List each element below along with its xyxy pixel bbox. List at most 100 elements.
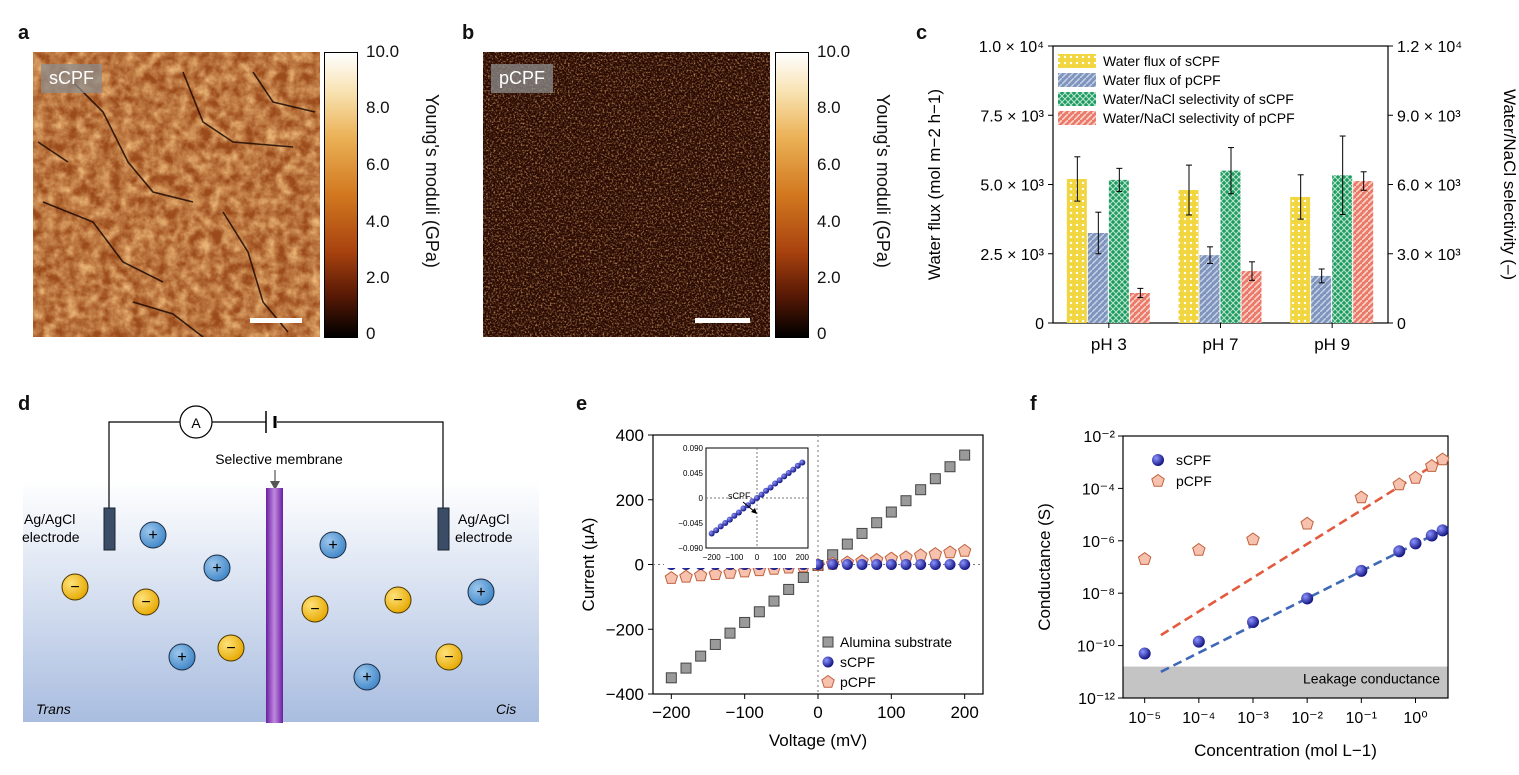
cation-sign: + bbox=[148, 527, 157, 544]
x-tick-label: 100 bbox=[877, 703, 905, 722]
x-axis-title: Voltage (mV) bbox=[769, 731, 867, 750]
afm-image-scpf: sCPF bbox=[33, 52, 320, 337]
inset-data-point bbox=[772, 480, 779, 487]
y-tick-label: 0 bbox=[635, 556, 644, 575]
ammeter-label: A bbox=[191, 415, 201, 431]
inset-data-point bbox=[717, 523, 724, 530]
inset-x-tick-label: 200 bbox=[796, 553, 810, 562]
bar bbox=[1199, 255, 1220, 323]
left-electrode-label: Ag/AgCl bbox=[24, 511, 75, 527]
data-point-scpf bbox=[1355, 564, 1368, 577]
x-tick-label: 10⁻¹ bbox=[1346, 710, 1378, 727]
diagram-d-conductance-setup: A Ag/AgCl electrode Ag/AgCl electrode Se… bbox=[22, 405, 539, 723]
panel-letter-c: c bbox=[916, 22, 928, 44]
data-point-scpf bbox=[1425, 529, 1438, 542]
data-point-alumina bbox=[797, 571, 809, 583]
bar bbox=[1087, 232, 1108, 323]
right-electrode-label: Ag/AgCl bbox=[458, 511, 509, 527]
y-tick-label: −200 bbox=[606, 620, 644, 639]
colorbar-tick: 4.0 bbox=[366, 212, 390, 231]
data-point-pcpf bbox=[664, 570, 679, 584]
x-tick-label: 10⁻⁵ bbox=[1128, 710, 1161, 727]
bar bbox=[1108, 179, 1129, 323]
data-point-scpf bbox=[1436, 524, 1449, 537]
legend-swatch bbox=[1058, 111, 1096, 125]
bar bbox=[1353, 181, 1374, 323]
inset-data-point bbox=[758, 491, 765, 498]
cation-icon bbox=[168, 643, 196, 671]
data-point-scpf bbox=[1192, 635, 1205, 648]
inset-x-tick-label: 100 bbox=[773, 553, 787, 562]
membrane-label: Selective membrane bbox=[215, 451, 343, 467]
inset-data-point bbox=[763, 487, 770, 494]
legend-label: Water flux of pCPF bbox=[1103, 72, 1221, 88]
colorbar-tick: 2.0 bbox=[817, 268, 841, 287]
bar bbox=[1178, 190, 1199, 323]
data-point-alumina bbox=[856, 527, 868, 539]
chart-c-water-flux: 0 2.5 × 10³ 5.0 × 10³ 7.5 × 10³ 1.0 × 10⁴ 0 3.… bbox=[925, 39, 1519, 354]
inset-annotation: sCPF bbox=[728, 491, 751, 501]
left-electrode-label-2: electrode bbox=[22, 529, 80, 545]
colorbar-tick: 8.0 bbox=[817, 98, 841, 117]
scale-bar-b bbox=[695, 318, 750, 323]
x-axis-title: Concentration (mol L−1) bbox=[1194, 741, 1377, 760]
afm-label-pcpf: pCPF bbox=[491, 64, 554, 93]
colorbar-tick: 4.0 bbox=[817, 212, 841, 231]
cation-sign: + bbox=[212, 560, 221, 577]
panel-letter-e: e bbox=[576, 393, 588, 415]
y-axis-title-left: Water flux (mol m−2 h−1) bbox=[925, 89, 944, 280]
data-point-alumina bbox=[841, 538, 853, 550]
data-point-scpf bbox=[885, 559, 897, 570]
data-point-pcpf bbox=[723, 565, 737, 579]
x-tick-label: pH 3 bbox=[1091, 335, 1127, 354]
inset-data-point bbox=[785, 470, 792, 476]
data-point-pcpf bbox=[1408, 470, 1423, 484]
legend-swatch bbox=[1058, 92, 1096, 106]
data-point-pcpf bbox=[957, 543, 972, 557]
inset-data-point bbox=[722, 520, 729, 526]
data-point-alumina bbox=[959, 449, 971, 461]
data-point-alumina bbox=[929, 473, 941, 485]
ammeter-icon bbox=[179, 405, 213, 439]
data-point-alumina bbox=[724, 627, 736, 639]
inset-data-point bbox=[794, 462, 801, 469]
inset-data-point bbox=[790, 466, 797, 473]
colorbar-tick: 6.0 bbox=[817, 155, 841, 174]
membrane-arrow-head bbox=[270, 481, 280, 490]
cation-icon bbox=[139, 521, 167, 549]
inset-data-point bbox=[776, 477, 783, 484]
data-point-alumina bbox=[680, 662, 692, 674]
colorbar-tick: 8.0 bbox=[366, 98, 390, 117]
y-axis-title-right: Water/NaCl selectivity (–) bbox=[1500, 89, 1519, 280]
legend-label: pCPF bbox=[840, 674, 876, 690]
y-tick-label-right: 6.0 × 10³ bbox=[1397, 178, 1461, 195]
colorbar-gradient-b bbox=[775, 52, 809, 338]
y-tick-label: 10⁻¹⁰ bbox=[1077, 639, 1115, 656]
data-point-pcpf bbox=[1425, 458, 1439, 472]
data-point-scpf bbox=[1138, 647, 1151, 660]
data-point-alumina bbox=[739, 616, 751, 628]
legend-marker-pcpf bbox=[821, 674, 835, 688]
data-point-pcpf bbox=[943, 545, 957, 559]
colorbar-tick: 2.0 bbox=[366, 268, 390, 287]
bar bbox=[1129, 292, 1150, 323]
cation-icon bbox=[203, 554, 231, 582]
data-point-scpf bbox=[856, 559, 868, 570]
anion-sign: − bbox=[226, 640, 235, 657]
data-point-scpf bbox=[841, 559, 853, 570]
data-point-alumina bbox=[695, 650, 707, 662]
fit-line-scpf bbox=[1160, 529, 1444, 673]
data-point-pcpf bbox=[1137, 551, 1152, 565]
x-tick-label: 0 bbox=[813, 703, 822, 722]
anion-icon bbox=[384, 586, 412, 614]
data-point-pcpf bbox=[1300, 516, 1314, 530]
right-electrode bbox=[437, 507, 450, 551]
y-tick-label-right: 3.0 × 10³ bbox=[1397, 247, 1461, 264]
bar bbox=[1311, 275, 1332, 323]
panel-letter-b: b bbox=[462, 22, 475, 44]
inset-data-point bbox=[799, 459, 806, 466]
inset-data-point bbox=[749, 498, 756, 505]
data-point-alumina bbox=[871, 517, 883, 529]
y-tick-label-left: 1.0 × 10⁴ bbox=[979, 39, 1044, 56]
